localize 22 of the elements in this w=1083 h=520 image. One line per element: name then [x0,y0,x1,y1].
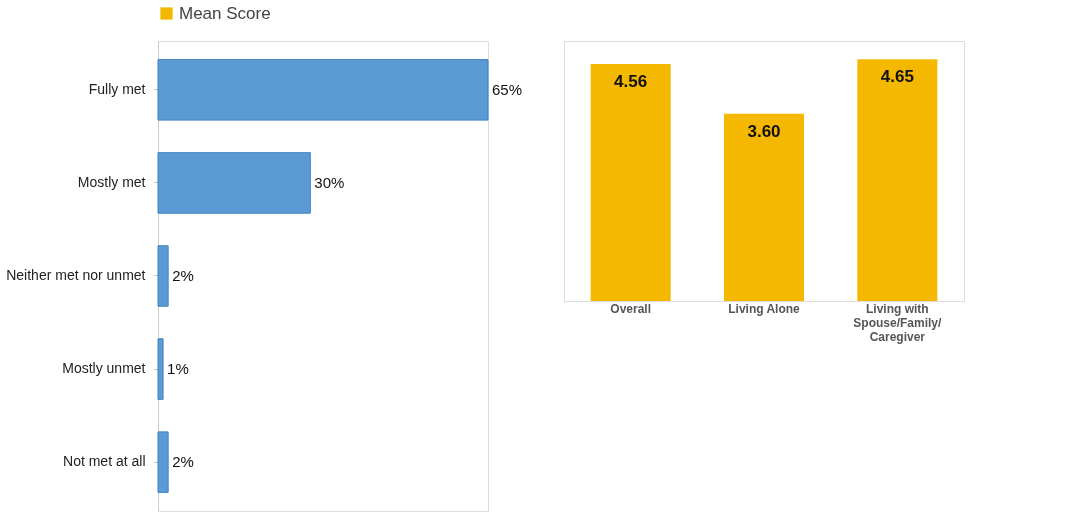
x-tick-label: Living with Spouse/Family/ Caregiver [853,301,943,344]
bar [157,338,164,400]
y-tick-label: Mostly unmet [62,360,146,377]
y-tick-label: Fully met [88,80,146,97]
data-label: 30% [314,173,345,191]
y-tick-label: Not met at all [63,453,146,470]
bar [157,152,311,214]
legend-label: Mean Score [179,3,271,23]
x-tick-label: Living Alone [728,301,801,316]
data-label: 1% [167,360,189,378]
data-label: 3.60 [747,121,781,141]
data-label: 65% [492,80,523,98]
x-tick-label: Overall [610,301,652,316]
data-label: 2% [172,453,194,471]
y-tick-label: Mostly met [77,173,146,190]
bar [157,59,489,121]
data-label: 2% [172,267,194,284]
data-label: 4.65 [880,67,914,87]
y-tick-label: Neither met nor unmet [6,267,146,283]
data-label: 4.56 [614,71,648,91]
bar [157,245,169,307]
bar [157,431,169,493]
